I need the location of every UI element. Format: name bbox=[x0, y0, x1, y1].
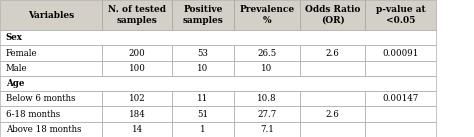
Text: Variables: Variables bbox=[28, 11, 74, 20]
Text: 10: 10 bbox=[197, 64, 209, 73]
Text: 53: 53 bbox=[198, 48, 208, 58]
Text: Prevalence
%: Prevalence % bbox=[239, 5, 294, 25]
Bar bbox=[234, 45, 300, 61]
Bar bbox=[172, 106, 234, 122]
Text: 1: 1 bbox=[200, 125, 206, 134]
Text: 14: 14 bbox=[131, 125, 143, 134]
Bar bbox=[172, 91, 234, 106]
Text: 10.8: 10.8 bbox=[257, 94, 277, 103]
Text: 6-18 months: 6-18 months bbox=[6, 110, 60, 119]
Bar bbox=[234, 122, 300, 137]
Text: Age: Age bbox=[6, 79, 24, 88]
Bar bbox=[365, 122, 436, 137]
Text: 102: 102 bbox=[128, 94, 146, 103]
Bar bbox=[172, 122, 234, 137]
Bar bbox=[0, 61, 102, 76]
Bar bbox=[0, 106, 102, 122]
Bar bbox=[172, 45, 234, 61]
Text: Male: Male bbox=[6, 64, 27, 73]
Text: p-value at
<0.05: p-value at <0.05 bbox=[376, 5, 425, 25]
Bar bbox=[234, 106, 300, 122]
Bar bbox=[102, 106, 172, 122]
Text: 10: 10 bbox=[261, 64, 273, 73]
Text: Above 18 months: Above 18 months bbox=[6, 125, 81, 134]
Text: Positive
samples: Positive samples bbox=[182, 5, 223, 25]
Text: 51: 51 bbox=[197, 110, 209, 119]
Bar bbox=[172, 61, 234, 76]
Bar bbox=[0, 30, 436, 45]
Text: N. of tested
samples: N. of tested samples bbox=[108, 5, 166, 25]
Bar bbox=[300, 122, 365, 137]
Bar bbox=[0, 91, 102, 106]
Bar bbox=[0, 76, 436, 91]
Bar bbox=[102, 0, 172, 30]
Text: 2.6: 2.6 bbox=[326, 48, 340, 58]
Text: Below 6 months: Below 6 months bbox=[6, 94, 75, 103]
Bar bbox=[102, 122, 172, 137]
Bar bbox=[365, 45, 436, 61]
Text: 0.00147: 0.00147 bbox=[383, 94, 419, 103]
Text: 200: 200 bbox=[128, 48, 146, 58]
Bar bbox=[234, 0, 300, 30]
Bar bbox=[234, 91, 300, 106]
Text: 7.1: 7.1 bbox=[260, 125, 274, 134]
Text: 27.7: 27.7 bbox=[257, 110, 276, 119]
Text: Female: Female bbox=[6, 48, 37, 58]
Bar bbox=[300, 106, 365, 122]
Text: 0.00091: 0.00091 bbox=[383, 48, 419, 58]
Bar bbox=[172, 0, 234, 30]
Text: 26.5: 26.5 bbox=[257, 48, 276, 58]
Text: Sex: Sex bbox=[6, 33, 23, 42]
Bar bbox=[0, 122, 102, 137]
Bar bbox=[365, 0, 436, 30]
Bar bbox=[0, 0, 102, 30]
Text: 2.6: 2.6 bbox=[326, 110, 340, 119]
Bar bbox=[102, 61, 172, 76]
Bar bbox=[365, 61, 436, 76]
Bar bbox=[300, 45, 365, 61]
Text: 11: 11 bbox=[197, 94, 209, 103]
Bar bbox=[300, 91, 365, 106]
Text: 184: 184 bbox=[128, 110, 146, 119]
Bar bbox=[300, 0, 365, 30]
Text: 100: 100 bbox=[128, 64, 146, 73]
Bar bbox=[102, 91, 172, 106]
Bar bbox=[102, 45, 172, 61]
Bar bbox=[365, 106, 436, 122]
Bar bbox=[300, 61, 365, 76]
Bar bbox=[0, 45, 102, 61]
Bar bbox=[234, 61, 300, 76]
Bar bbox=[365, 91, 436, 106]
Text: Odds Ratio
(OR): Odds Ratio (OR) bbox=[305, 5, 360, 25]
